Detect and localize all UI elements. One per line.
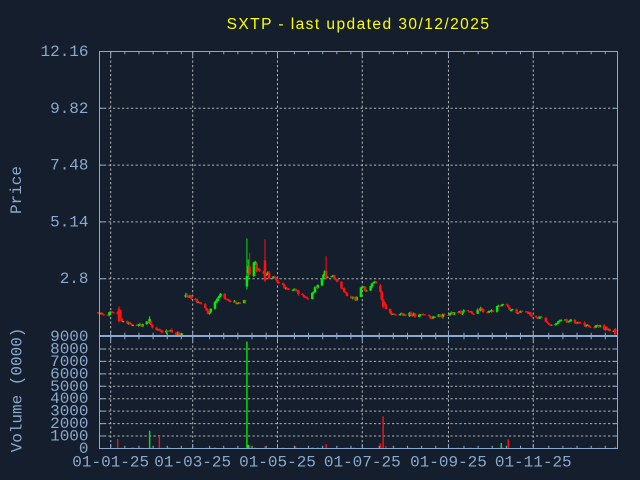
svg-text:Price: Price [8, 166, 26, 214]
svg-text:2000: 2000 [50, 415, 88, 433]
svg-text:4000: 4000 [50, 390, 88, 408]
svg-text:01-09-25: 01-09-25 [410, 454, 487, 472]
svg-text:9.82: 9.82 [50, 100, 88, 118]
svg-text:01-11-25: 01-11-25 [495, 454, 572, 472]
svg-text:8000: 8000 [50, 340, 88, 358]
svg-text:7000: 7000 [50, 353, 88, 371]
svg-text:0: 0 [79, 440, 89, 458]
svg-text:12.16: 12.16 [40, 43, 88, 61]
svg-text:01-05-25: 01-05-25 [239, 454, 316, 472]
svg-text:Volume (0000): Volume (0000) [9, 328, 27, 453]
svg-text:SXTP - last updated 30/12/2025: SXTP - last updated 30/12/2025 [227, 16, 491, 33]
svg-text:3000: 3000 [50, 403, 88, 421]
svg-text:7.48: 7.48 [50, 157, 88, 175]
svg-text:01-07-25: 01-07-25 [324, 454, 401, 472]
svg-text:2.8: 2.8 [60, 270, 89, 288]
svg-text:1000: 1000 [50, 428, 88, 446]
svg-text:9000: 9000 [50, 328, 88, 346]
svg-text:5.14: 5.14 [50, 213, 88, 231]
svg-text:6000: 6000 [50, 365, 88, 383]
svg-text:01-03-25: 01-03-25 [154, 454, 231, 472]
svg-text:01-01-25: 01-01-25 [72, 454, 149, 472]
svg-text:5000: 5000 [50, 378, 88, 396]
